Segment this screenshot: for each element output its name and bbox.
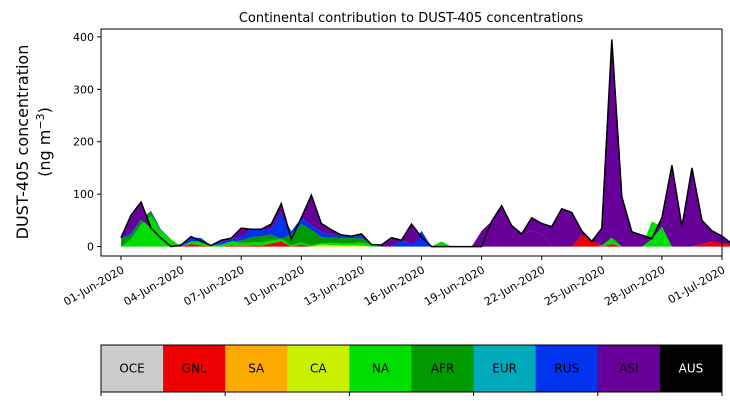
x-tick-label: 19-Jun-2020 [422, 263, 487, 308]
x-tick-label: 04-Jun-2020 [121, 263, 186, 308]
y-axis-label: DUST-405 concentration (ng m−3) [13, 45, 54, 240]
x-tick-label: 10-Jun-2020 [242, 263, 307, 308]
x-tick-label: 28-Jun-2020 [602, 263, 667, 308]
y-axis-label-line2: (ng m−3) [34, 107, 55, 177]
x-ticks: 01-Jun-202004-Jun-202007-Jun-202010-Jun-… [61, 256, 728, 308]
legend-swatch-oce [101, 345, 164, 392]
legend-label-asi: ASI [619, 362, 638, 376]
legend-label-ca: CA [310, 362, 327, 376]
legend-swatch-eur [473, 345, 537, 392]
legend-swatch-asi [597, 345, 661, 392]
legend-frame [100, 344, 723, 393]
y-axis-label-line1: DUST-405 concentration [13, 45, 32, 240]
stacked-areas [121, 39, 730, 247]
legend-swatch-afr [411, 345, 475, 392]
y-tick-label: 0 [87, 241, 94, 254]
legend-label-eur: EUR [492, 362, 517, 376]
legend-swatch-aus [659, 345, 723, 392]
x-tick-label: 13-Jun-2020 [302, 263, 367, 308]
total-outline [120, 39, 730, 248]
y-ticks: 0 100 200 300 400 [73, 31, 101, 254]
legend-label-afr: AFR [431, 362, 454, 376]
x-tick-label: 25-Jun-2020 [542, 263, 607, 308]
legend-label-sa: SA [248, 362, 265, 376]
chart-title: Continental contribution to DUST-405 con… [239, 11, 584, 26]
x-tick-label: 22-Jun-2020 [482, 263, 547, 308]
plot-frame [100, 28, 723, 257]
x-tick-label: 16-Jun-2020 [362, 263, 427, 308]
legend-swatch-ca [287, 345, 350, 392]
legend-label-rus: RUS [554, 362, 579, 376]
y-tick-label: 100 [73, 188, 94, 201]
color-legend: OCE GNL SA CA NA AFR EUR RUS ASI AUS [100, 344, 723, 396]
legend-swatch-sa [225, 345, 288, 392]
area-afr [121, 211, 730, 247]
legend-label-oce: OCE [119, 362, 144, 376]
x-tick-label: 07-Jun-2020 [182, 263, 247, 308]
legend-label-gnl: GNL [182, 362, 207, 376]
y-tick-label: 400 [73, 31, 94, 44]
legend-label-na: NA [372, 362, 390, 376]
area-rus [121, 210, 730, 247]
y-tick-label: 200 [73, 136, 94, 149]
legend-swatch-gnl [163, 345, 226, 392]
legend-swatch-rus [535, 345, 599, 392]
area-gnl [121, 235, 730, 247]
area-residual [121, 39, 730, 247]
legend-label-aus: AUS [679, 362, 704, 376]
y-tick-label: 300 [73, 83, 94, 96]
area-na [121, 216, 730, 247]
x-tick-label: 01-Jul-2020 [666, 263, 728, 306]
legend-swatch-na [349, 345, 412, 392]
x-tick-label: 01-Jun-2020 [61, 263, 126, 308]
